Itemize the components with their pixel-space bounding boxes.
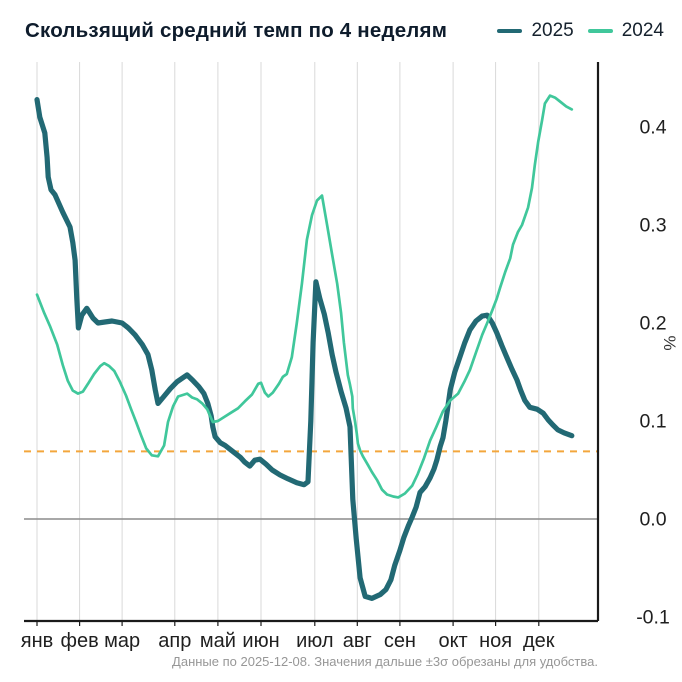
legend-label-2025: 2025 bbox=[531, 20, 574, 41]
month-label-янв: янв bbox=[21, 630, 54, 652]
month-label-дек: дек bbox=[523, 630, 555, 652]
month-label-фев: фев bbox=[60, 630, 98, 652]
chart-footnote: Данные по 2025-12-08. Значения дальше ±3… bbox=[172, 654, 598, 669]
y-tick-label-0.4: 0.4 bbox=[639, 117, 666, 139]
month-label-авг: авг bbox=[343, 630, 372, 652]
month-label-июн: июн bbox=[242, 630, 279, 652]
y-tick-label-0.2: 0.2 bbox=[639, 313, 666, 335]
month-label-окт: окт bbox=[438, 630, 467, 652]
chart-title: Скользящий средний темп по 4 неделям bbox=[25, 19, 448, 42]
legend-label-2024: 2024 bbox=[621, 20, 664, 41]
y-tick-label--0.1: -0.1 bbox=[636, 607, 670, 629]
y-tick-label-0.3: 0.3 bbox=[639, 215, 666, 237]
month-label-ноя: ноя bbox=[479, 630, 512, 652]
y-tick-label-0.0: 0.0 bbox=[639, 509, 666, 531]
month-label-апр: апр bbox=[158, 630, 191, 652]
series-2024-line bbox=[35, 94, 574, 499]
y-axis-title: % bbox=[660, 335, 679, 350]
legend-item-2025: 2025 bbox=[497, 20, 574, 42]
legend-swatch-2024-icon bbox=[587, 29, 613, 33]
month-label-сен: сен bbox=[384, 630, 416, 652]
legend: 2025 2024 bbox=[497, 20, 664, 42]
month-label-мар: мар bbox=[104, 630, 140, 652]
y-tick-label-0.1: 0.1 bbox=[639, 411, 666, 433]
legend-swatch-2025-icon bbox=[497, 29, 523, 33]
legend-item-2024: 2024 bbox=[587, 20, 664, 42]
month-label-май: май bbox=[200, 630, 236, 652]
series-2025-line bbox=[34, 97, 575, 601]
month-label-июл: июл bbox=[296, 630, 333, 652]
chart-header: Скользящий средний темп по 4 неделям 202… bbox=[25, 16, 664, 46]
